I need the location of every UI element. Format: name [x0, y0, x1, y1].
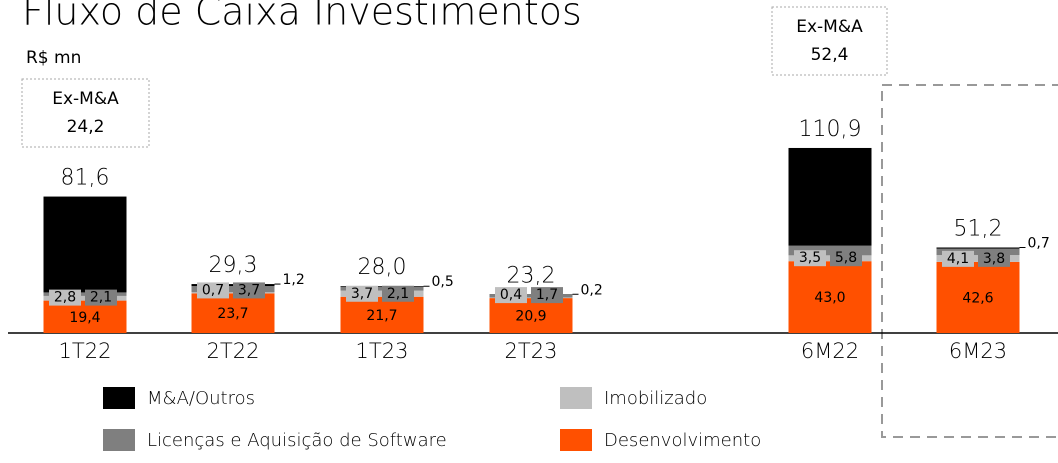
total-label: 51,2: [954, 216, 1003, 241]
data-label: 3,7: [351, 286, 373, 302]
total-label: 23,2: [507, 263, 556, 288]
data-label: 0,4: [500, 287, 522, 303]
highlight-box: [881, 84, 1058, 438]
legend-swatch: [560, 387, 592, 409]
data-label: 0,5: [432, 274, 454, 290]
data-label: 21,7: [366, 308, 397, 324]
legend-label: M&A/Outros: [147, 388, 255, 409]
label-box: [531, 287, 563, 304]
total-label: 110,9: [799, 117, 862, 142]
x-tick-label: 1T23: [356, 339, 409, 363]
data-label: 0,7: [202, 282, 224, 298]
data-label: 2,1: [90, 290, 112, 306]
label-box: [794, 250, 826, 267]
legend-swatch: [103, 387, 135, 409]
annotation-box: [21, 78, 150, 148]
bar-segment: [43, 300, 127, 333]
annotation-box: [771, 6, 888, 76]
annotation-value: 24,2: [67, 117, 105, 137]
legend-label: Imobilizado: [604, 388, 707, 409]
annotation-label: Ex-M&A: [52, 89, 119, 109]
data-label: 58,5: [814, 189, 845, 205]
x-tick-label: 6M22: [801, 339, 859, 363]
label-box: [942, 250, 974, 267]
data-label: 4,1: [947, 251, 969, 267]
data-label: 42,6: [962, 290, 993, 306]
chart-subtitle: R$ mn: [26, 48, 81, 68]
label-box: [85, 289, 117, 306]
data-label: 3,5: [799, 250, 821, 266]
annotation-label: Ex-M&A: [796, 17, 863, 37]
bar-segment: [788, 147, 872, 246]
bar-segment: [489, 298, 573, 333]
label-box: [233, 282, 265, 299]
legend-label: Licenças e Aquisição de Software: [147, 430, 447, 451]
total-label: 81,6: [61, 166, 110, 191]
data-label: 3,7: [238, 282, 260, 298]
x-tick-label: 6M23: [949, 339, 1007, 363]
bar-segment: [191, 293, 275, 333]
chart-title: Fluxo de Caixa Investimentos: [22, 0, 582, 34]
data-label: 1,2: [283, 272, 305, 288]
bar-segment: [340, 296, 424, 333]
x-tick-label: 2T22: [207, 339, 260, 363]
bar-segment: [936, 247, 1020, 249]
data-label: 23,7: [217, 306, 248, 322]
data-label: 5,8: [835, 250, 857, 266]
data-label: 20,9: [515, 309, 546, 325]
data-label: 43,0: [814, 290, 845, 306]
legend-swatch: [560, 429, 592, 451]
total-label: 29,3: [209, 253, 258, 278]
data-label: 19,4: [69, 310, 100, 326]
bar-segment: [788, 261, 872, 333]
x-tick-label: 2T23: [505, 339, 558, 363]
data-label: 0,7: [1028, 235, 1050, 251]
total-label: 28,0: [358, 255, 407, 280]
data-label: 3,8: [983, 251, 1005, 267]
label-box: [49, 289, 81, 306]
legend-swatch: [103, 429, 135, 451]
bar-segment: [43, 196, 127, 293]
bar-segment: [936, 261, 1020, 333]
x-tick-label: 1T22: [59, 339, 112, 363]
data-label: 0,2: [581, 282, 603, 298]
label-box: [197, 282, 229, 299]
legend-label: Desenvolvimento: [604, 430, 761, 451]
label-box: [495, 287, 527, 304]
label-box: [382, 285, 414, 302]
annotation-value: 52,4: [811, 45, 849, 65]
label-box: [978, 250, 1010, 267]
label-box: [830, 250, 862, 267]
data-label: 57,4: [69, 236, 100, 252]
data-label: 2,8: [54, 290, 76, 306]
label-box: [346, 285, 378, 302]
data-label: 1,7: [536, 287, 558, 303]
data-label: 2,1: [387, 286, 409, 302]
